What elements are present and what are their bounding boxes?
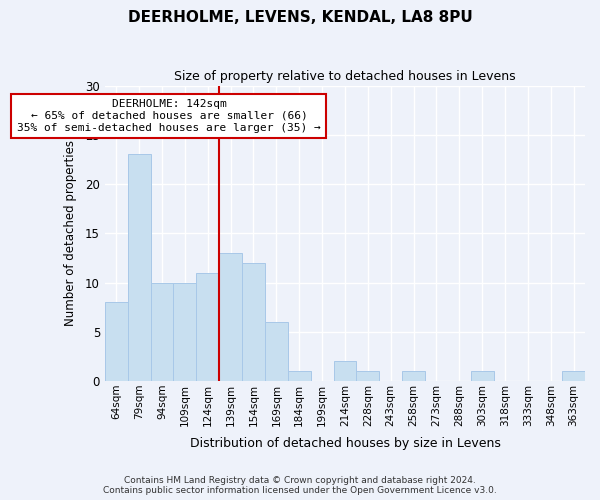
Title: Size of property relative to detached houses in Levens: Size of property relative to detached ho…	[174, 70, 516, 83]
Bar	[105, 302, 128, 381]
Bar	[334, 362, 356, 381]
Bar	[402, 371, 425, 381]
Text: DEERHOLME: 142sqm
← 65% of detached houses are smaller (66)
35% of semi-detached: DEERHOLME: 142sqm ← 65% of detached hous…	[17, 100, 321, 132]
X-axis label: Distribution of detached houses by size in Levens: Distribution of detached houses by size …	[190, 437, 500, 450]
Bar	[128, 154, 151, 381]
Bar	[265, 322, 288, 381]
Text: DEERHOLME, LEVENS, KENDAL, LA8 8PU: DEERHOLME, LEVENS, KENDAL, LA8 8PU	[128, 10, 472, 25]
Bar	[173, 282, 196, 381]
Bar	[151, 282, 173, 381]
Bar	[242, 263, 265, 381]
Bar	[470, 371, 494, 381]
Bar	[219, 253, 242, 381]
Y-axis label: Number of detached properties: Number of detached properties	[64, 140, 77, 326]
Text: Contains HM Land Registry data © Crown copyright and database right 2024.
Contai: Contains HM Land Registry data © Crown c…	[103, 476, 497, 495]
Bar	[562, 371, 585, 381]
Bar	[288, 371, 311, 381]
Bar	[196, 272, 219, 381]
Bar	[356, 371, 379, 381]
